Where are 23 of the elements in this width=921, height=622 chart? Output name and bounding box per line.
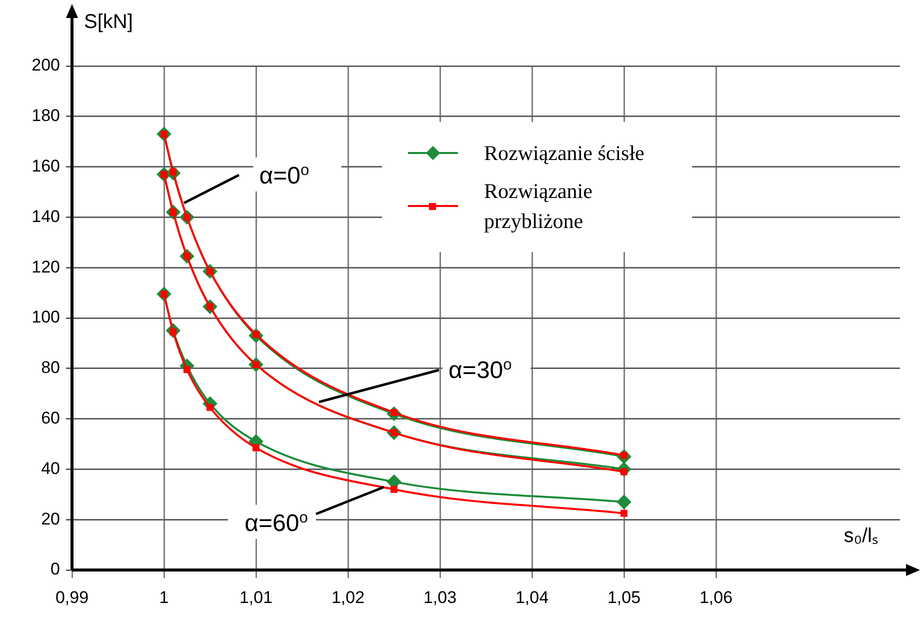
y-tick-label: 40 — [41, 458, 60, 478]
x-tick-label: 0,99 — [55, 588, 89, 607]
x-tick-label: 1,06 — [699, 588, 733, 607]
legend-label: Rozwiązanie przybliżone — [484, 178, 594, 235]
y-tick-label: 120 — [32, 257, 60, 276]
y-tick-label: 0 — [50, 560, 60, 579]
y-tick-label: 180 — [32, 106, 60, 126]
x-tick-label: 1,01 — [239, 588, 273, 607]
x-tick-label: 1,02 — [331, 588, 365, 607]
y-tick-label: 80 — [41, 358, 60, 378]
x-axis-title: s₀/lₛ — [844, 525, 878, 547]
y-tick-label: 160 — [32, 156, 60, 176]
x-tick-label: 1 — [159, 588, 169, 607]
x-tick-label: 1,03 — [423, 588, 457, 607]
y-tick-label: 60 — [41, 408, 60, 428]
y-axis-title: S[kN] — [84, 11, 133, 33]
legend-label: Rozwiązanie ścisłe — [484, 140, 644, 167]
x-tick-label: 1,04 — [515, 588, 549, 607]
y-tick-label: 200 — [32, 56, 60, 75]
y-tick-label: 20 — [41, 509, 60, 528]
x-tick-label: 1,05 — [607, 588, 641, 607]
y-tick-label: 100 — [32, 308, 60, 327]
y-tick-label: 140 — [32, 206, 60, 226]
